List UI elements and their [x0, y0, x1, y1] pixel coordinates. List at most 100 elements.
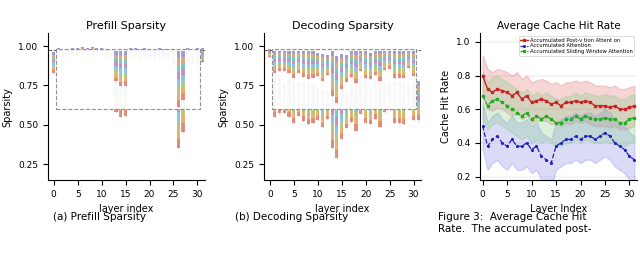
Bar	[153, 56, 156, 57]
Bar	[57, 48, 60, 49]
X-axis label: layer index: layer index	[99, 204, 154, 214]
Bar	[383, 82, 387, 86]
Bar	[90, 48, 93, 49]
Accumulated Post-v tion Attent on	[493, 87, 501, 90]
Bar	[407, 57, 410, 59]
Bar	[330, 98, 333, 106]
Bar	[129, 48, 132, 50]
Bar	[191, 63, 194, 65]
Bar	[359, 56, 362, 59]
Bar	[278, 109, 281, 113]
Bar	[57, 52, 60, 53]
Bar	[287, 89, 291, 94]
Bar	[81, 53, 84, 54]
Bar	[157, 55, 161, 56]
Accumulated Post-v tion Attent on	[626, 106, 634, 109]
Bar	[268, 50, 271, 51]
Bar	[86, 51, 89, 52]
Bar	[100, 54, 103, 55]
Accumulated Sliding Window Attention	[611, 118, 619, 121]
Bar	[403, 71, 406, 75]
Bar	[345, 75, 348, 78]
Bar	[403, 58, 406, 61]
Bar	[378, 73, 381, 77]
Bar	[417, 115, 420, 120]
Bar	[316, 93, 319, 96]
Bar	[307, 103, 310, 108]
Bar	[369, 59, 372, 63]
Bar	[119, 55, 122, 60]
Bar	[105, 52, 108, 53]
Bar	[287, 53, 291, 56]
Accumulated Attention	[586, 135, 594, 138]
Bar	[287, 51, 291, 53]
Bar	[378, 51, 381, 54]
Bar	[397, 107, 401, 113]
Bar	[316, 67, 319, 70]
Bar	[326, 73, 329, 75]
Bar	[374, 72, 377, 75]
Bar	[378, 115, 381, 121]
Bar	[115, 104, 118, 112]
Bar	[393, 71, 396, 74]
Accumulated Post-v tion Attent on	[503, 91, 511, 94]
Bar	[287, 59, 291, 62]
Accumulated Attention	[523, 141, 531, 144]
Bar	[138, 54, 141, 56]
Bar	[383, 90, 387, 94]
Bar	[321, 64, 324, 67]
Bar	[273, 83, 276, 88]
Bar	[335, 62, 339, 68]
Accumulated Post-v tion Attent on	[488, 91, 496, 94]
Bar	[383, 60, 387, 63]
Bar	[163, 55, 166, 57]
Bar	[138, 56, 141, 57]
Accumulated Sliding Window Attention	[586, 116, 594, 119]
Bar	[287, 98, 291, 103]
Accumulated Sliding Window Attention	[547, 118, 555, 121]
Accumulated Attention	[503, 145, 511, 148]
Bar	[407, 94, 410, 97]
Bar	[326, 98, 329, 102]
Accumulated Sliding Window Attention	[630, 116, 638, 119]
Bar	[383, 108, 387, 112]
Bar	[369, 106, 372, 111]
Bar	[330, 56, 333, 62]
Bar	[95, 52, 99, 53]
Bar	[115, 70, 118, 74]
Accumulated Post-v tion Attent on	[499, 89, 506, 92]
Accumulated Attention	[572, 135, 579, 138]
Bar	[302, 87, 305, 91]
Bar	[292, 58, 295, 61]
Bar	[369, 120, 372, 124]
Bar	[201, 48, 204, 50]
Bar	[340, 63, 343, 67]
Bar	[397, 118, 401, 123]
Bar	[105, 50, 108, 51]
Bar	[412, 116, 415, 120]
Bar	[172, 57, 175, 59]
Bar	[312, 51, 314, 54]
Bar	[157, 52, 161, 53]
Bar	[345, 101, 348, 105]
Bar	[407, 100, 410, 103]
Bar	[340, 108, 343, 114]
Bar	[307, 54, 310, 58]
Bar	[119, 101, 122, 109]
Bar	[412, 63, 415, 67]
Bar	[191, 56, 194, 57]
Bar	[283, 99, 286, 102]
Title: Decoding Sparsity: Decoding Sparsity	[292, 21, 393, 31]
Bar	[129, 50, 132, 51]
Bar	[90, 47, 93, 48]
Bar	[307, 82, 310, 88]
Bar	[201, 52, 204, 53]
Bar	[297, 112, 300, 116]
Bar	[134, 50, 137, 51]
Accumulated Sliding Window Attention	[577, 118, 584, 121]
Bar	[109, 53, 113, 54]
Bar	[62, 55, 65, 56]
Bar	[369, 115, 372, 120]
Bar	[369, 97, 372, 102]
Bar	[52, 65, 55, 68]
